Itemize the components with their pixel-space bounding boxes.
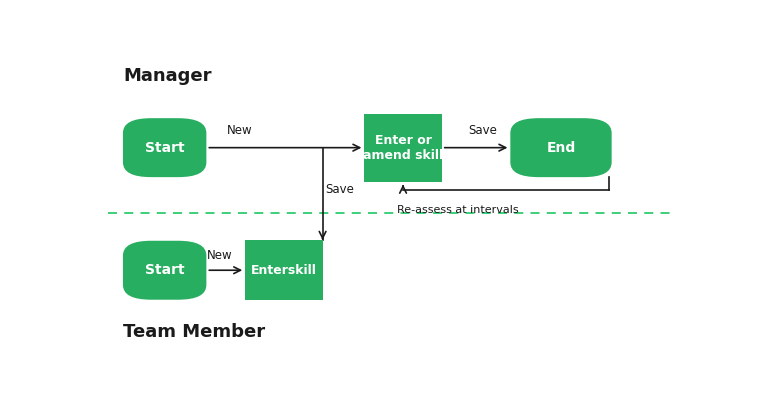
Text: Manager: Manager [123,67,211,85]
FancyBboxPatch shape [365,114,442,182]
FancyBboxPatch shape [123,118,206,177]
Text: Save: Save [325,183,355,196]
Text: Start: Start [145,263,185,277]
FancyBboxPatch shape [123,241,206,300]
Text: New: New [206,249,232,262]
Text: Save: Save [468,124,498,137]
Text: Team Member: Team Member [123,323,265,341]
Text: Start: Start [145,141,185,155]
FancyBboxPatch shape [245,240,323,301]
Text: Enterskill: Enterskill [251,264,317,277]
FancyBboxPatch shape [511,118,611,177]
Text: Re-assess at intervals: Re-assess at intervals [397,205,519,215]
Text: Enter or
amend skill: Enter or amend skill [363,134,443,162]
Text: New: New [228,124,253,137]
Text: End: End [546,141,576,155]
